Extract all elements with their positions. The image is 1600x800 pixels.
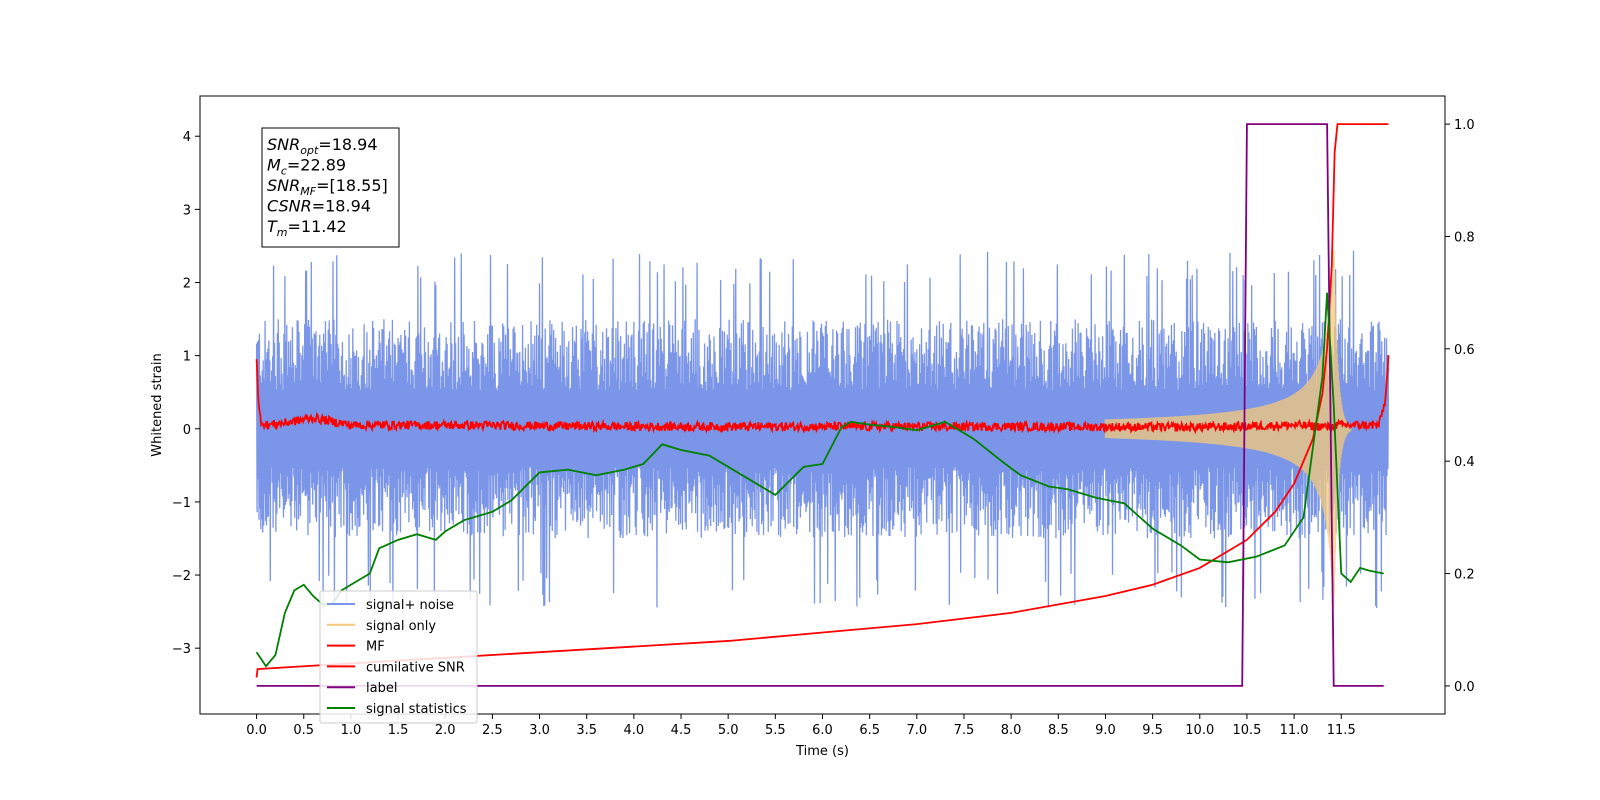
y-tick-label: 0 xyxy=(183,423,191,438)
y2-tick-label: 0.8 xyxy=(1454,230,1475,245)
legend-entry-signal-noise: signal+ noise xyxy=(366,598,454,613)
x-tick-label: 1.0 xyxy=(341,723,362,738)
series-signal-noise xyxy=(255,250,1390,608)
legend-entry-mf: MF xyxy=(366,640,385,655)
axis-ticks: 0.0 0.5 1.0 1.5 2.0 2.5 3.0 3.5 4.0 4.5 5.0 5.5 6.0 6… xyxy=(172,118,1475,738)
x-tick-label: 10.5 xyxy=(1232,723,1261,738)
legend-frame xyxy=(319,590,478,724)
x-tick-label: 5.5 xyxy=(765,723,786,738)
x-tick-label: 2.5 xyxy=(482,723,503,738)
x-tick-label: 5.0 xyxy=(718,723,739,738)
x-tick-label: 10.0 xyxy=(1185,723,1214,738)
annotation-line: SNRopt=18.94 xyxy=(267,135,378,157)
x-tick-label: 1.5 xyxy=(388,723,409,738)
y-tick-label: 4 xyxy=(183,130,191,145)
x-tick-label: 3.5 xyxy=(576,723,597,738)
legend: signal+ noise signal only MF cumilative SNR… xyxy=(319,590,478,724)
y-tick-label: 1 xyxy=(183,350,191,365)
annotation-line: Mc=22.89 xyxy=(267,156,346,178)
y-tick-label: −2 xyxy=(172,569,191,584)
x-tick-label: 3.0 xyxy=(529,723,550,738)
y-tick-label: 3 xyxy=(183,203,191,218)
y2-tick-label: 0.2 xyxy=(1454,568,1475,583)
legend-entry-signal-only: signal only xyxy=(366,619,436,634)
y-tick-label: −3 xyxy=(172,642,191,657)
legend-entry-label: label xyxy=(366,681,397,696)
x-tick-label: 8.0 xyxy=(1001,723,1022,738)
y2-tick-label: 0.4 xyxy=(1454,455,1475,470)
y-axis-label: Whitened strain xyxy=(150,353,165,456)
x-tick-label: 7.0 xyxy=(906,723,927,738)
annotation-line: CSNR=18.94 xyxy=(267,197,371,216)
x-tick-label: 7.5 xyxy=(954,723,975,738)
x-tick-label: 9.0 xyxy=(1095,723,1116,738)
legend-entry-signal-statistics: signal statistics xyxy=(366,702,467,717)
y2-tick-label: 0.6 xyxy=(1454,343,1475,358)
x-tick-label: 6.0 xyxy=(812,723,833,738)
y2-tick-label: 0.0 xyxy=(1454,680,1475,695)
x-tick-label: 11.0 xyxy=(1280,723,1309,738)
x-tick-label: 4.5 xyxy=(671,723,692,738)
annotation-line: SNRMF=[18.55] xyxy=(267,176,388,198)
y-tick-label: −1 xyxy=(172,496,191,511)
series-signal-statistics xyxy=(255,292,1384,668)
series-mf xyxy=(255,355,1390,435)
annotation-line: Tm=11.42 xyxy=(267,217,347,239)
annotation-frame xyxy=(261,127,400,248)
series-signal-only xyxy=(1104,249,1352,607)
series-label xyxy=(256,123,1384,687)
x-tick-label: 2.0 xyxy=(435,723,456,738)
x-tick-label: 9.5 xyxy=(1142,723,1163,738)
y-tick-label: 2 xyxy=(183,276,191,291)
legend-entry-cumilative-snr: cumilative SNR xyxy=(366,660,465,675)
x-tick-label: 4.0 xyxy=(624,723,645,738)
x-tick-label: 0.5 xyxy=(293,723,314,738)
x-tick-label: 0.0 xyxy=(246,723,267,738)
x-axis-label: Time (s) xyxy=(795,744,849,759)
y2-tick-label: 1.0 xyxy=(1454,118,1475,133)
x-tick-label: 11.5 xyxy=(1327,723,1356,738)
x-tick-label: 6.5 xyxy=(859,723,880,738)
x-tick-label: 8.5 xyxy=(1048,723,1069,738)
annotation-box: SNRopt=18.94Mc=22.89SNRMF=[18.55]CSNR=18… xyxy=(261,127,400,248)
